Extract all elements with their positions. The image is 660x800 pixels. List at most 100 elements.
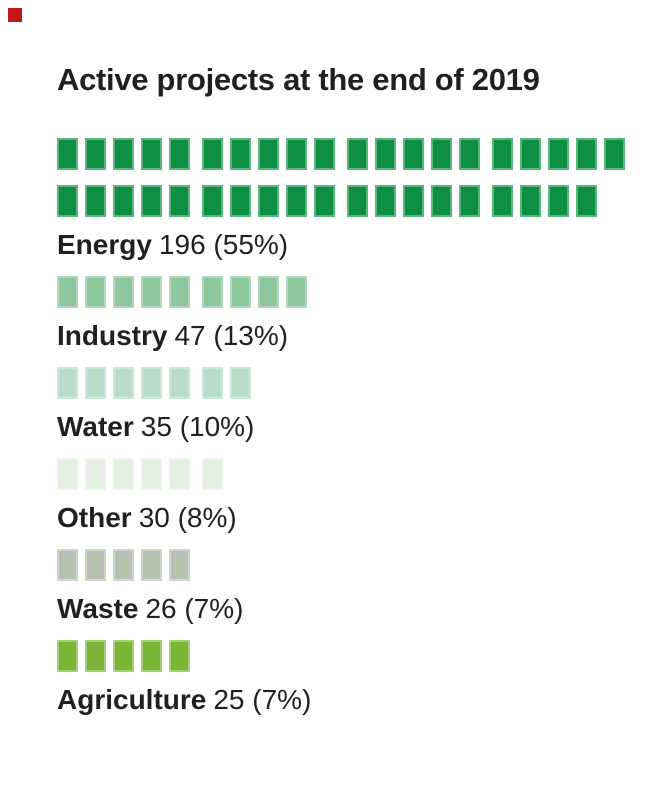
unit-block — [431, 138, 452, 170]
unit-block — [113, 185, 134, 217]
unit-block — [57, 276, 78, 308]
block-group — [347, 138, 480, 170]
unit-block — [403, 185, 424, 217]
unit-block — [286, 276, 307, 308]
unit-block — [169, 138, 190, 170]
category-label-line: Other 30 (8%) — [57, 501, 642, 534]
unit-block — [576, 138, 597, 170]
unit-block — [85, 185, 106, 217]
category-row: Industry 47 (13%) — [57, 276, 642, 352]
unit-block — [141, 458, 162, 490]
unit-block — [85, 640, 106, 672]
unit-block — [314, 185, 335, 217]
unit-block — [85, 138, 106, 170]
block-grid — [57, 276, 637, 308]
block-group — [57, 138, 190, 170]
unit-block — [113, 458, 134, 490]
category-label-line: Water 35 (10%) — [57, 410, 642, 443]
block-group — [202, 276, 307, 308]
block-grid — [57, 640, 637, 672]
block-group — [57, 458, 190, 490]
unit-block — [286, 185, 307, 217]
unit-block — [258, 138, 279, 170]
unit-block — [141, 276, 162, 308]
category-label-line: Energy 196 (55%) — [57, 228, 642, 261]
unit-block — [202, 276, 223, 308]
unit-block — [258, 276, 279, 308]
category-label-line: Agriculture 25 (7%) — [57, 683, 642, 716]
unit-block — [286, 138, 307, 170]
unit-block — [85, 458, 106, 490]
category-row: Energy 196 (55%) — [57, 138, 642, 261]
unit-block — [576, 185, 597, 217]
block-group — [57, 185, 190, 217]
unit-block — [57, 549, 78, 581]
unit-block — [141, 549, 162, 581]
category-row: Waste 26 (7%) — [57, 549, 642, 625]
category-name: Industry — [57, 320, 168, 351]
unit-block — [57, 458, 78, 490]
unit-block — [459, 185, 480, 217]
block-group — [202, 138, 335, 170]
block-group — [492, 185, 597, 217]
block-group — [57, 549, 190, 581]
unit-block — [113, 549, 134, 581]
unit-block — [202, 458, 223, 490]
unit-block — [202, 138, 223, 170]
unit-block — [141, 640, 162, 672]
block-grid — [57, 458, 637, 490]
category-name: Agriculture — [57, 684, 207, 715]
unit-block — [169, 640, 190, 672]
unit-block — [85, 549, 106, 581]
unit-block — [202, 367, 223, 399]
unit-block — [548, 138, 569, 170]
chart-container: Active projects at the end of 2019 Energ… — [57, 62, 642, 731]
unit-block — [113, 367, 134, 399]
unit-block — [141, 185, 162, 217]
block-grid — [57, 549, 637, 581]
red-corner-marker — [8, 8, 22, 22]
unit-block — [169, 458, 190, 490]
category-value: 196 (55%) — [158, 229, 289, 260]
unit-block — [169, 276, 190, 308]
unit-block — [113, 640, 134, 672]
unit-block — [169, 185, 190, 217]
unit-block — [85, 367, 106, 399]
unit-block — [520, 138, 541, 170]
category-value: 30 (8%) — [138, 502, 237, 533]
unit-block — [604, 138, 625, 170]
block-grid — [57, 138, 637, 217]
chart-title: Active projects at the end of 2019 — [57, 62, 540, 97]
unit-block — [113, 138, 134, 170]
unit-block — [548, 185, 569, 217]
unit-block — [113, 276, 134, 308]
unit-block — [403, 138, 424, 170]
category-row: Agriculture 25 (7%) — [57, 640, 642, 716]
block-group — [202, 458, 223, 490]
unit-block — [141, 138, 162, 170]
pictogram-chart: Energy 196 (55%) Industry 47 (13%) Water 35 (… — [57, 138, 642, 716]
unit-block — [375, 138, 396, 170]
block-group — [492, 138, 625, 170]
block-grid — [57, 367, 637, 399]
unit-block — [347, 185, 368, 217]
category-label-line: Industry 47 (13%) — [57, 319, 642, 352]
category-name: Energy — [57, 229, 152, 260]
unit-block — [169, 367, 190, 399]
block-group — [57, 367, 190, 399]
unit-block — [57, 367, 78, 399]
unit-block — [492, 138, 513, 170]
category-label-line: Waste 26 (7%) — [57, 592, 642, 625]
category-name: Waste — [57, 593, 139, 624]
category-value: 47 (13%) — [174, 320, 289, 351]
block-group — [347, 185, 480, 217]
category-name: Water — [57, 411, 134, 442]
unit-block — [57, 185, 78, 217]
unit-block — [230, 276, 251, 308]
block-group — [57, 640, 190, 672]
unit-block — [314, 138, 335, 170]
unit-block — [258, 185, 279, 217]
unit-block — [230, 185, 251, 217]
unit-block — [230, 367, 251, 399]
unit-block — [520, 185, 541, 217]
